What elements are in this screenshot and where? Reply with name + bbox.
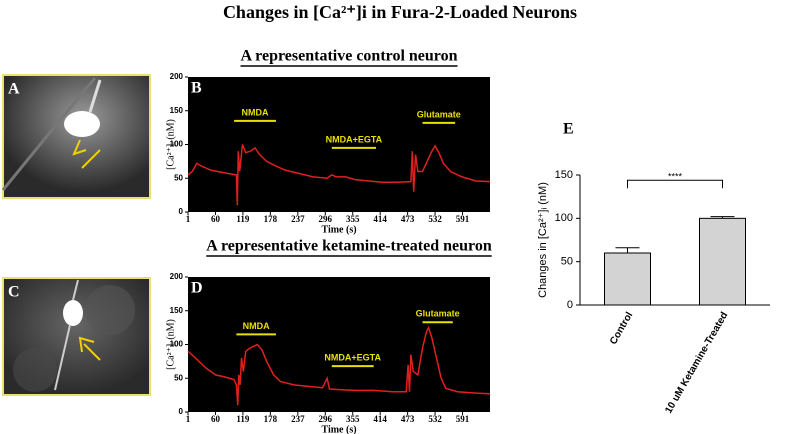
x-tick-label: 10 uM Ketamine-Treated xyxy=(663,310,730,415)
x-tick-label: 355 xyxy=(346,414,360,424)
trace xyxy=(187,144,491,206)
panel-label: E xyxy=(563,121,574,138)
y-tick-label: 200 xyxy=(170,72,184,81)
x-tick-label: 178 xyxy=(264,414,278,424)
x-tick-label: 591 xyxy=(456,414,470,424)
x-tick-label: 355 xyxy=(346,214,360,224)
x-tick-label: 237 xyxy=(291,414,305,424)
y-tick-label: 150 xyxy=(555,169,573,181)
y-tick-label: 100 xyxy=(170,340,184,349)
annotation: NMDA+EGTA xyxy=(326,134,383,144)
y-tick-label: 0 xyxy=(567,299,573,311)
x-tick-label: 237 xyxy=(291,214,305,224)
x-tick-label: 119 xyxy=(236,414,250,424)
x-tick-label: 60 xyxy=(211,214,221,224)
annotation: NMDA+EGTA xyxy=(324,352,381,362)
x-tick-label: 473 xyxy=(401,214,415,224)
y-tick-label: 50 xyxy=(561,256,573,268)
annotation: Glutamate xyxy=(417,109,461,119)
y-tick-label: 50 xyxy=(174,373,183,382)
y-axis-label: Changes in [Ca²⁺]ᵢ (nM) xyxy=(537,182,549,298)
y-tick-label: 150 xyxy=(170,106,184,115)
panel-subtitle: A representative ketamine-treated neuron xyxy=(206,238,492,255)
panel-label: B xyxy=(191,80,202,97)
x-axis-label: Time (s) xyxy=(321,424,356,434)
y-tick-label: 0 xyxy=(179,207,184,216)
panel-label: D xyxy=(191,280,203,297)
x-tick-label: 1 xyxy=(186,414,191,424)
image-a: A xyxy=(1,74,151,199)
trace xyxy=(187,325,491,406)
panel-label: A xyxy=(8,81,20,98)
y-tick-label: 200 xyxy=(170,272,184,281)
y-tick-label: 100 xyxy=(170,140,184,149)
y-axis-label: [Ca²⁺]ᵢ (nM) xyxy=(165,319,176,370)
significance: **** xyxy=(668,172,683,182)
x-tick-label: 60 xyxy=(211,414,221,424)
x-tick-label: 119 xyxy=(236,214,250,224)
x-tick-label: 473 xyxy=(401,414,415,424)
significance-bracket xyxy=(627,179,723,189)
figure-title: Changes in [Ca²⁺]i in Fura-2-Loaded Neur… xyxy=(223,2,577,22)
x-tick-label: 178 xyxy=(264,214,278,224)
error-bar xyxy=(710,216,735,219)
y-tick-label: 0 xyxy=(179,407,184,416)
annotation: Glutamate xyxy=(416,309,460,319)
x-tick-label: 296 xyxy=(319,414,333,424)
y-tick-label: 150 xyxy=(170,306,184,315)
x-tick-label: Control xyxy=(608,310,635,346)
bar xyxy=(604,252,651,306)
x-tick-label: 532 xyxy=(428,414,442,424)
x-tick-label: 296 xyxy=(319,214,333,224)
x-tick-label: 414 xyxy=(373,414,387,424)
image-c: C xyxy=(2,277,151,396)
bar xyxy=(699,217,746,306)
plot-area xyxy=(188,77,490,212)
x-axis-label: Time (s) xyxy=(321,224,356,235)
y-tick-label: 50 xyxy=(174,173,183,182)
panel-subtitle: A representative control neuron xyxy=(240,48,457,65)
y-axis-label: [Ca²⁺]ᵢ (nM) xyxy=(165,119,176,170)
annotation: NMDA xyxy=(243,321,270,331)
x-tick-label: 414 xyxy=(373,214,387,224)
x-tick-label: 591 xyxy=(456,214,470,224)
panel-label: C xyxy=(8,284,20,301)
plot-area xyxy=(188,277,490,412)
error-bar xyxy=(615,247,640,253)
x-tick-label: 532 xyxy=(428,214,442,224)
annotation: NMDA xyxy=(242,107,269,117)
x-tick-label: 1 xyxy=(186,214,191,224)
y-tick-label: 100 xyxy=(555,212,573,224)
